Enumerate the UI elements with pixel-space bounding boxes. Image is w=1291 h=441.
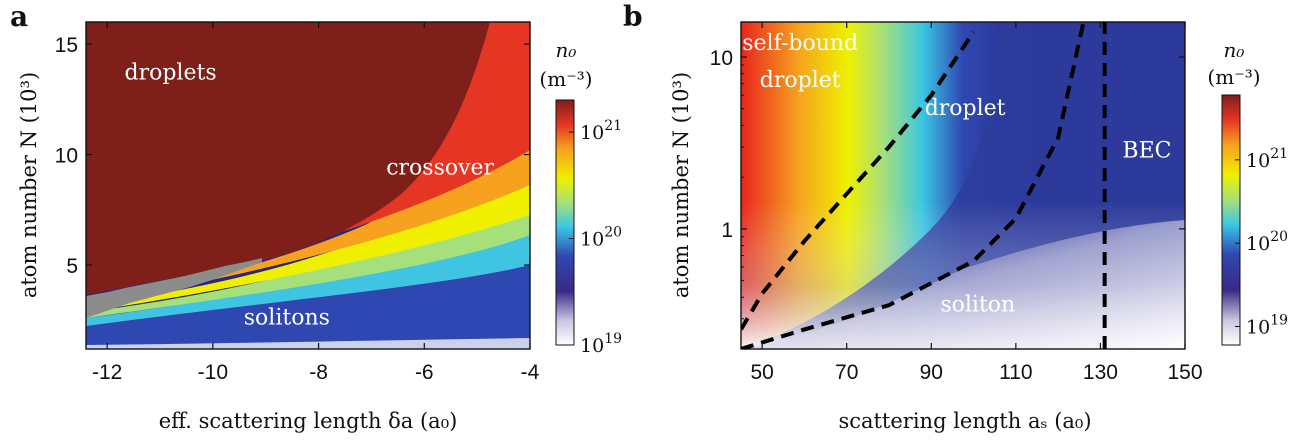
colorbar-a-title: n₀ — [556, 38, 577, 62]
region-label: crossover — [386, 155, 494, 180]
panel-a-y-label: atom number N (10³) — [17, 72, 41, 298]
panel-a: a droplets crossover solitons -12 -10 -8 -6 -4… — [10, 0, 622, 433]
colorbar-tick-label: 1019 — [1246, 313, 1288, 339]
colorbar-tick-exponent: 21 — [1270, 146, 1288, 162]
x-tick-label: -6 — [415, 361, 434, 384]
panel-a-y-axis: 5 10 15 — [55, 34, 530, 278]
colorbar-b-unit: (m⁻³) — [1207, 65, 1260, 89]
colorbar-tick-exponent: 19 — [1270, 313, 1288, 329]
panel-b-y-label-text: atom number N (10³) — [669, 72, 693, 298]
colorbar-tick-label: 1021 — [580, 118, 622, 144]
x-tick-label: -8 — [309, 361, 328, 384]
panel-b-frame — [740, 21, 1186, 350]
colorbar-tick-label: 1019 — [580, 331, 622, 357]
panel-a-x-axis: -12 -10 -8 -6 -4 — [92, 22, 540, 384]
phase-boundary-line — [741, 22, 1086, 349]
panel-a-x-label-text: eff. scattering length δa (a₀) — [159, 409, 458, 433]
panel-a-region-labels: droplets crossover solitons — [125, 60, 495, 330]
colorbar-tick-exponent: 21 — [604, 118, 622, 134]
panel-b-heatmap — [741, 22, 1185, 349]
panel-b-y-label: atom number N (10³) — [669, 72, 693, 298]
region-label: solitons — [244, 306, 330, 331]
colorbar-a-ticks: 1019 1020 1021 — [569, 118, 622, 357]
heatmap-b-soliton-fade — [741, 220, 1185, 349]
x-tick-label: -12 — [92, 361, 122, 384]
colorbar-a-unit: (m⁻³) — [539, 67, 592, 91]
colorbar-tick-label: 1021 — [1246, 146, 1288, 172]
x-tick-label: 110 — [999, 361, 1032, 384]
panel-a-label: a — [10, 0, 28, 33]
x-tick-label: 130 — [1083, 361, 1118, 384]
panel-b: b self-bound droplet droplet BEC soliton 50 7… — [623, 0, 1288, 433]
heatmap-a-saturated-droplets — [86, 22, 490, 295]
heatmap-a-unstable-region — [86, 258, 262, 318]
panel-b-x-label: scattering length aₛ (a₀) — [838, 409, 1091, 433]
panel-b-region-labels: self-bound droplet droplet BEC soliton — [742, 31, 1171, 318]
x-tick-label: -10 — [198, 361, 228, 384]
panel-b-boundaries — [741, 22, 1107, 349]
y-tick-label: 15 — [55, 34, 78, 57]
x-tick-label: 50 — [750, 361, 773, 384]
x-tick-label: 150 — [1167, 361, 1202, 384]
region-label: soliton — [940, 293, 1015, 318]
region-label: self-bound — [742, 31, 858, 56]
colorbar-tick-exponent: 20 — [604, 225, 622, 241]
heatmap-a-soliton-fade — [86, 338, 530, 349]
colorbar-b — [1221, 94, 1241, 346]
region-label: droplet — [760, 68, 841, 93]
region-label: droplet — [925, 96, 1006, 121]
panel-b-y-axis: 1 10 — [710, 47, 1185, 320]
panel-a-heatmap — [86, 22, 530, 349]
colorbar-a — [555, 99, 575, 346]
y-tick-label: 10 — [710, 47, 733, 70]
colorbar-tick-exponent: 19 — [604, 331, 622, 347]
colorbar-tick-exponent: 20 — [1270, 229, 1288, 245]
region-label: droplets — [125, 60, 217, 85]
x-tick-label: -4 — [521, 361, 540, 384]
y-tick-label: 5 — [66, 255, 78, 278]
phase-boundary-line — [741, 30, 976, 331]
colorbar-tick-label: 1020 — [1246, 229, 1288, 255]
colorbar-b-ticks: 1019 1020 1021 — [1235, 146, 1288, 339]
panel-a-x-label: eff. scattering length δa (a₀) — [159, 409, 458, 433]
panel-a-frame — [85, 21, 531, 350]
x-tick-label: 90 — [920, 361, 943, 384]
x-tick-label: 70 — [835, 361, 858, 384]
panel-b-label: b — [623, 0, 643, 33]
colorbar-b-title: n₀ — [1224, 38, 1245, 62]
heatmap-a-band-yellow — [86, 22, 530, 312]
y-tick-label: 10 — [55, 145, 78, 168]
panel-b-x-axis: 50 70 90 110 130 150 — [750, 22, 1203, 384]
panel-a-y-label-text: atom number N (10³) — [17, 72, 41, 298]
colorbar-tick-label: 1020 — [580, 225, 622, 251]
panel-b-x-label-text: scattering length aₛ (a₀) — [838, 409, 1091, 433]
heatmap-a-band-red — [86, 22, 530, 300]
y-tick-label: 1 — [721, 219, 733, 242]
region-label: BEC — [1122, 139, 1171, 164]
